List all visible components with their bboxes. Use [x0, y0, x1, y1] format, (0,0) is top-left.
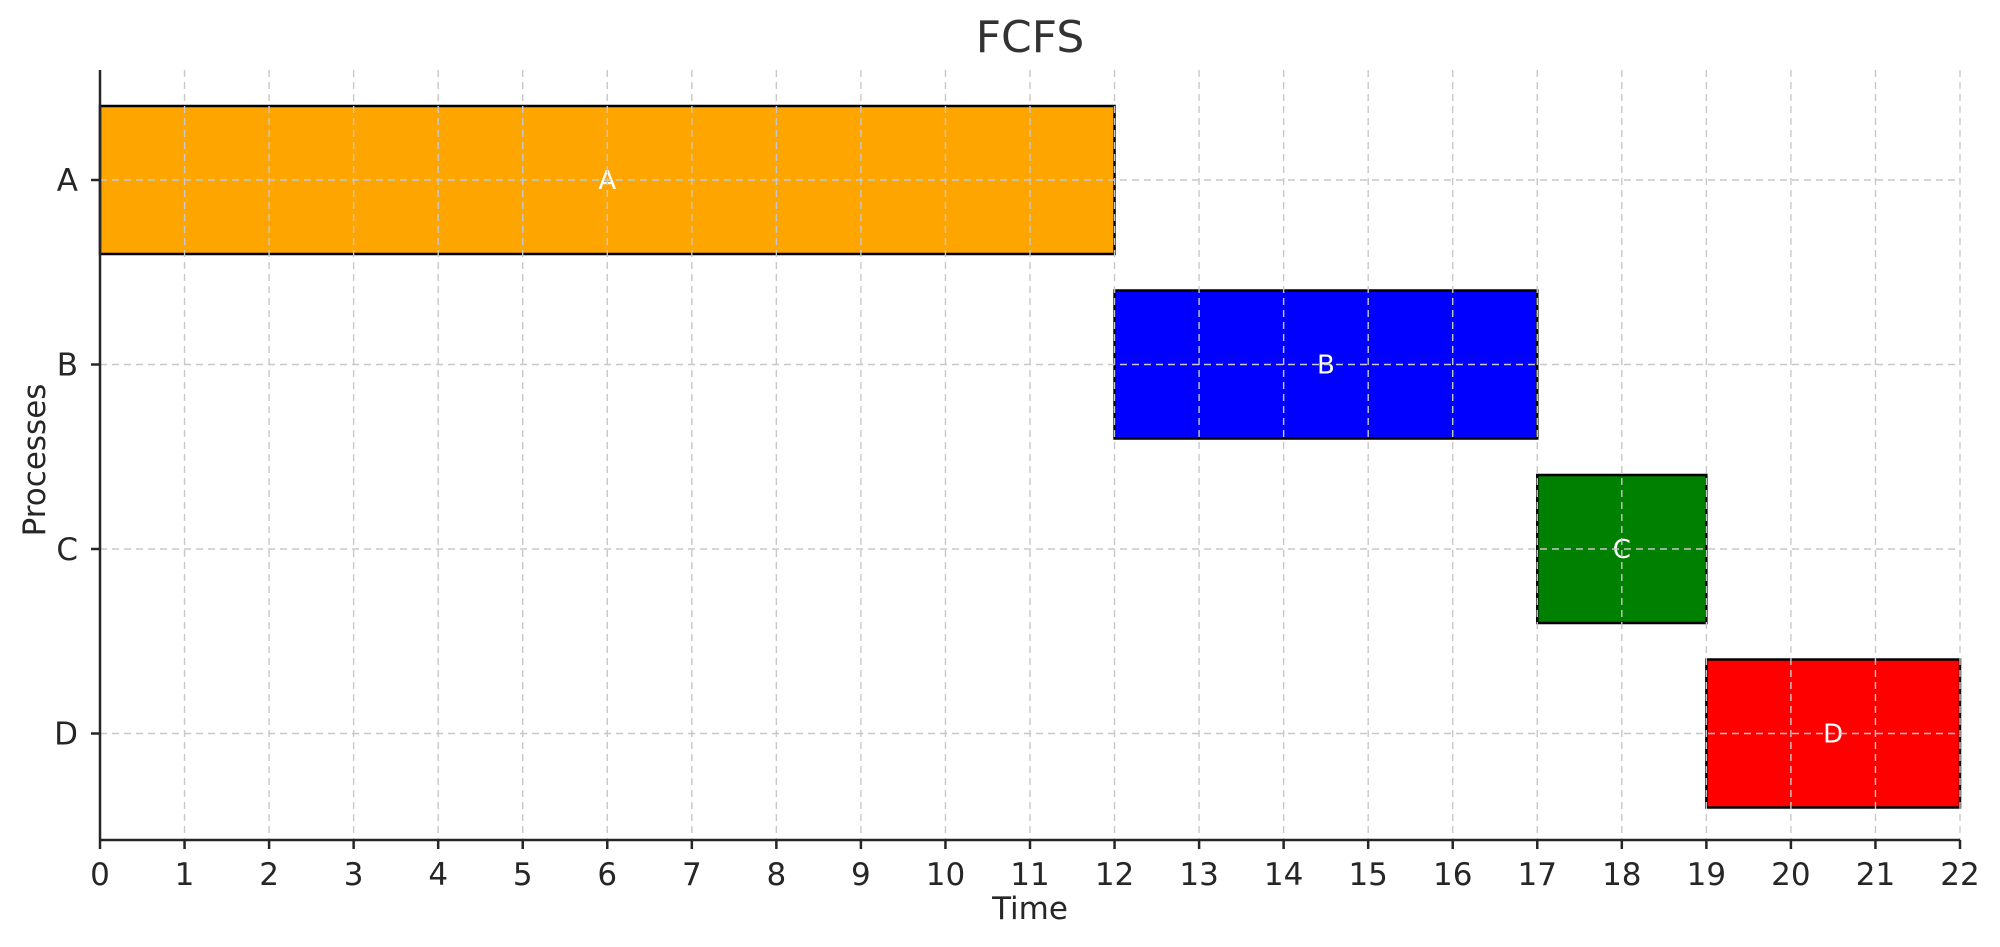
x-tick-label: 6 — [597, 857, 617, 893]
x-tick-label: 17 — [1518, 857, 1557, 893]
x-tick-label: 18 — [1602, 857, 1641, 893]
x-axis-ticks: 0 1 2 3 4 5 6 7 8 9 10 11 12 13 14 15 16 17 18 19 20 21 22 — [90, 840, 1980, 893]
x-tick-label: 3 — [344, 857, 364, 893]
x-tick-label: 16 — [1433, 857, 1472, 893]
x-tick-label: 2 — [259, 857, 279, 893]
y-tick-label: D — [54, 717, 78, 753]
bar-label-b: B — [1317, 351, 1335, 381]
bar-label-d: D — [1823, 720, 1843, 750]
x-tick-label: 20 — [1771, 857, 1810, 893]
chart-title: FCFS — [976, 12, 1085, 63]
y-tick-label: C — [56, 532, 78, 568]
x-tick-label: 12 — [1095, 857, 1134, 893]
x-tick-label: 4 — [428, 857, 448, 893]
x-tick-label: 22 — [1940, 857, 1979, 893]
x-tick-label: 7 — [682, 857, 702, 893]
x-tick-label: 14 — [1264, 857, 1303, 893]
x-tick-label: 1 — [175, 857, 195, 893]
x-tick-label: 10 — [926, 857, 965, 893]
y-axis-ticks: A B C D — [54, 163, 100, 753]
x-tick-label: 21 — [1856, 857, 1895, 893]
x-axis-label: Time — [991, 891, 1068, 927]
y-axis-label: Processes — [17, 384, 53, 537]
x-tick-label: 11 — [1010, 857, 1049, 893]
x-tick-label: 13 — [1179, 857, 1218, 893]
y-tick-label: B — [57, 348, 78, 384]
x-tick-label: 5 — [513, 857, 533, 893]
x-tick-label: 9 — [851, 857, 871, 893]
x-tick-label: 15 — [1348, 857, 1387, 893]
x-tick-label: 19 — [1687, 857, 1726, 893]
y-tick-label: A — [57, 163, 78, 199]
x-tick-label: 0 — [90, 857, 110, 893]
x-tick-label: 8 — [766, 857, 786, 893]
